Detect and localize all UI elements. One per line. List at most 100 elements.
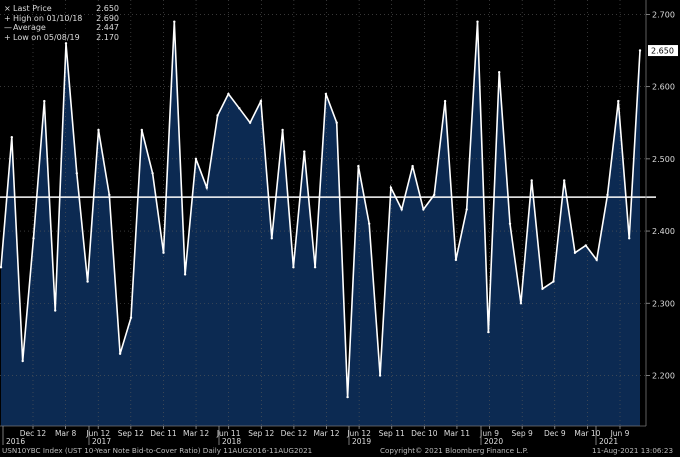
footer: USN10YBC Index (UST 10-Year Note Bid-to-… (0, 445, 680, 457)
data-point (519, 302, 523, 305)
series-line (0, 21, 641, 398)
data-point (595, 258, 598, 262)
data-point (173, 20, 176, 23)
data-point (498, 71, 501, 74)
x-tick-label: Dec 12 (281, 429, 308, 438)
footer-timestamp: 11-Aug-2021 13:06:23 (592, 446, 674, 455)
data-point (0, 266, 3, 269)
legend-label: Last Price (13, 4, 52, 13)
data-point (205, 186, 208, 189)
data-point (617, 99, 620, 103)
legend-marker-icon: + (4, 32, 11, 42)
legend-item: + Low on 05/08/19 2.170 (4, 33, 119, 43)
x-tick-label: Dec 12 (20, 429, 47, 438)
data-point (487, 330, 490, 334)
data-point (129, 316, 133, 319)
y-tick-label: 2.200 (652, 371, 675, 380)
x-tick-label: Jun 11 (216, 429, 241, 438)
legend-label: High on 01/10/18 (13, 13, 83, 23)
data-point (64, 42, 68, 45)
data-point (281, 128, 284, 132)
year-label: 2016 (6, 437, 25, 446)
x-tick-label: Sep 12 (118, 429, 144, 438)
data-point (86, 280, 89, 283)
footer-copyright: Copyright© 2021 Bloomberg Finance L.P. (380, 446, 529, 455)
x-tick-label: Sep 9 (512, 429, 534, 438)
data-point (108, 193, 111, 197)
legend-item: × Last Price 2.650 (4, 4, 119, 14)
data-point (151, 172, 154, 175)
data-point (465, 208, 468, 211)
data-point (476, 20, 479, 23)
legend-value: 2.447 (96, 23, 119, 32)
data-point (389, 186, 393, 189)
year-label: 2019 (352, 437, 371, 446)
data-point (563, 179, 566, 182)
last-price-tag-label: 2.650 (651, 47, 674, 56)
data-point (378, 374, 382, 377)
last-price-tag (648, 45, 678, 57)
data-point (194, 157, 198, 160)
legend: × Last Price 2.650 + High on 01/10/18 2.690— A… (4, 4, 119, 42)
data-point (162, 251, 165, 254)
data-point (400, 208, 403, 211)
year-label: 2020 (484, 437, 503, 446)
legend-value: 2.650 (96, 4, 119, 13)
footer-security-description: USN10YBC Index (UST 10-Year Note Bid-to-… (2, 446, 313, 455)
data-point (54, 309, 57, 312)
legend-marker-icon: × (4, 4, 11, 13)
legend-label: Low on 05/08/19 (13, 32, 80, 42)
legend-marker-icon: + (4, 13, 11, 23)
x-tick-label: Sep 11 (379, 429, 405, 438)
data-point (541, 287, 544, 290)
x-tick-label: Sep 12 (248, 429, 274, 438)
x-tick-label: Mar 11 (444, 429, 470, 438)
data-point (411, 164, 414, 168)
data-point (628, 237, 631, 240)
data-point (292, 266, 295, 269)
data-point (584, 244, 587, 247)
data-point (10, 136, 13, 139)
data-point (638, 49, 642, 52)
x-tick-label: Mar 12 (183, 429, 209, 438)
data-point (303, 150, 306, 153)
data-point (324, 92, 328, 96)
year-label: 2017 (92, 437, 111, 446)
data-point (313, 266, 317, 269)
data-point (443, 99, 447, 103)
data-point (183, 273, 187, 276)
x-tick-label: Mar 8 (55, 429, 77, 438)
y-tick-label: 2.600 (652, 83, 675, 92)
year-label: 2021 (599, 437, 618, 446)
data-point (346, 395, 349, 399)
data-point (227, 92, 230, 96)
data-point (606, 193, 609, 197)
x-tick-label: Dec 11 (150, 429, 177, 438)
x-tick-label: Dec 9 (544, 429, 566, 438)
data-point (97, 128, 100, 132)
data-point (21, 359, 24, 363)
data-point (238, 107, 241, 110)
x-tick-label: Jun 12 (85, 429, 110, 438)
data-point (43, 99, 46, 103)
legend-item: — Average 2.447 (4, 23, 119, 33)
data-point (216, 114, 219, 117)
legend-label: Average (13, 23, 46, 32)
data-point (433, 193, 436, 197)
x-tick-label: Jun 9 (479, 429, 499, 438)
data-point (75, 172, 79, 175)
x-tick-label: Dec 10 (411, 429, 438, 438)
data-point (140, 128, 143, 132)
data-point (32, 237, 35, 240)
y-tick-label: 2.700 (652, 10, 675, 19)
y-tick-label: 2.500 (652, 155, 675, 164)
data-point (357, 164, 360, 168)
legend-value: 2.170 (96, 32, 119, 42)
x-tick-label: Mar 10 (574, 429, 600, 438)
y-tick-label: 2.400 (652, 227, 675, 236)
data-point (368, 222, 371, 225)
legend-item: + High on 01/10/18 2.690 (4, 14, 119, 24)
data-point (335, 121, 338, 124)
data-point (530, 179, 533, 182)
